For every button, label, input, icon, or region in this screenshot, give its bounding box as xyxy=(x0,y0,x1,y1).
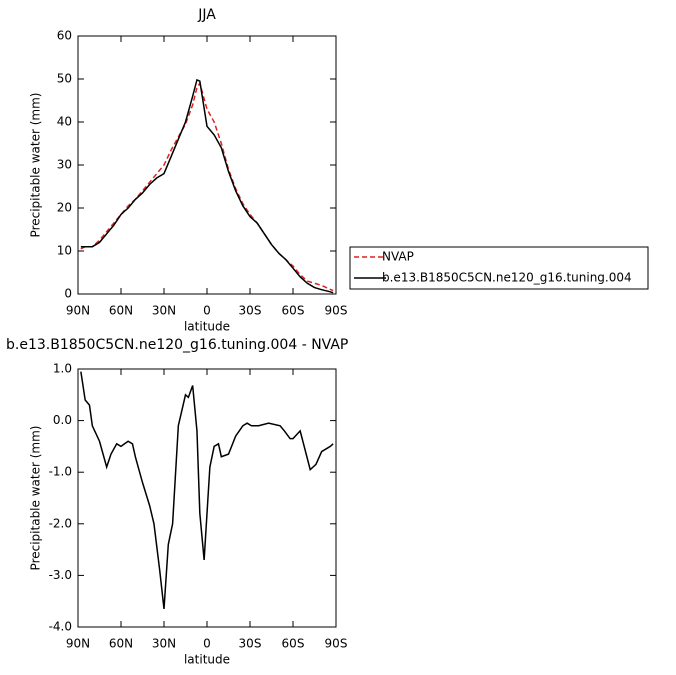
x-tick-label: 90N xyxy=(66,304,90,318)
y-tick-label: -4.0 xyxy=(49,620,72,634)
y-tick-label: 30 xyxy=(57,158,72,172)
chart-title: b.e13.B1850C5CN.ne120_g16.tuning.004 - N… xyxy=(6,337,348,353)
y-tick-label: 0 xyxy=(64,287,72,301)
y-tick-label: 60 xyxy=(57,29,72,43)
x-tick-label: 60N xyxy=(109,304,133,318)
y-tick-label: 1.0 xyxy=(53,362,72,376)
x-tick-label: 0 xyxy=(203,637,211,651)
x-tick-label: 30N xyxy=(152,304,176,318)
data-line xyxy=(80,371,334,610)
data-line xyxy=(80,78,334,294)
legend-label: b.e13.B1850C5CN.ne120_g16.tuning.004 xyxy=(382,271,632,285)
y-tick-label: -3.0 xyxy=(49,568,72,582)
x-tick-label: 60N xyxy=(109,637,133,651)
x-axis-label: latitude xyxy=(184,653,230,667)
legend-box xyxy=(349,246,649,290)
x-tick-label: 60S xyxy=(282,304,305,318)
y-axis-label: Precipitable water (mm) xyxy=(29,93,43,238)
y-tick-label: -2.0 xyxy=(49,516,72,530)
y-tick-label: -1.0 xyxy=(49,465,72,479)
x-tick-label: 30S xyxy=(239,304,262,318)
x-tick-label: 90S xyxy=(325,637,348,651)
y-axis-label: Precipitable water (mm) xyxy=(29,426,43,571)
y-tick-label: 10 xyxy=(57,244,72,258)
x-tick-label: 30N xyxy=(152,637,176,651)
x-tick-label: 0 xyxy=(203,304,211,318)
x-tick-label: 90N xyxy=(66,637,90,651)
y-tick-label: 20 xyxy=(57,201,72,215)
chart-title: JJA xyxy=(197,7,216,23)
x-axis-label: latitude xyxy=(184,320,230,334)
data-line xyxy=(80,81,334,292)
x-tick-label: 60S xyxy=(282,637,305,651)
x-tick-label: 90S xyxy=(325,304,348,318)
y-tick-label: 0.0 xyxy=(53,413,72,427)
plot-frame xyxy=(77,368,337,628)
y-tick-label: 50 xyxy=(57,72,72,86)
plot-frame xyxy=(77,35,337,295)
x-tick-label: 30S xyxy=(239,637,262,651)
y-tick-label: 40 xyxy=(57,115,72,129)
legend-label: NVAP xyxy=(382,250,414,264)
